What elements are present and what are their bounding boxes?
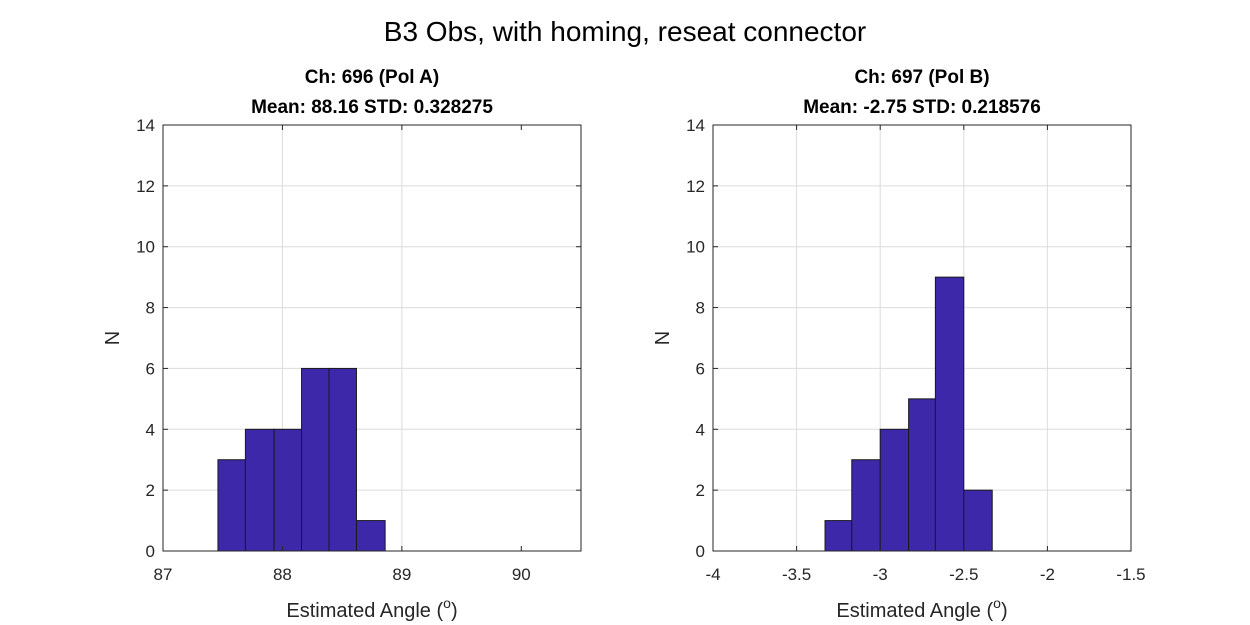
x-tick-label: 87	[154, 565, 173, 584]
y-axis-label: N	[102, 331, 124, 345]
degree-superscript: o	[443, 595, 451, 611]
x-axis-label: Estimated Angle (o)	[836, 595, 1007, 622]
x-axis-label-close: )	[451, 600, 458, 622]
x-tick-label: -4	[705, 565, 720, 584]
histogram-bar	[824, 520, 853, 552]
histogram-bar	[217, 459, 246, 552]
y-tick-label: 6	[146, 359, 155, 378]
histogram-bar	[301, 367, 330, 552]
x-axis-label-text: Estimated Angle (	[286, 600, 443, 622]
y-tick-label: 14	[686, 116, 705, 135]
y-tick-label: 10	[686, 238, 705, 257]
histogram-bar	[851, 459, 881, 552]
x-axis-label-text: Estimated Angle (	[836, 600, 993, 622]
y-tick-label: 10	[136, 238, 155, 257]
histogram-pol-b: -4 -3.5 -3 -2.5 -2 -1.5 0 2 4 6 8 10 12 14 Ch: 697 (Po…	[652, 67, 1146, 622]
figure-title: B3 Obs, with homing, reseat connector	[384, 16, 866, 47]
x-tick-label: -3	[873, 565, 888, 584]
histogram-bar	[328, 367, 357, 552]
y-tick-label: 6	[696, 359, 705, 378]
y-axis-label: N	[652, 331, 674, 345]
subplot-title-stats: Mean: -2.75 STD: 0.218576	[803, 97, 1041, 118]
y-tick-label: 0	[696, 542, 705, 561]
y-tick-label: 2	[696, 481, 705, 500]
x-tick-label: 90	[512, 565, 531, 584]
x-axis-label-close: )	[1001, 600, 1008, 622]
x-tick-label: -3.5	[782, 565, 811, 584]
histogram-bar	[879, 428, 910, 552]
y-tick-label: 8	[146, 299, 155, 318]
y-tick-label: 12	[136, 177, 155, 196]
histogram-bar	[963, 489, 993, 552]
y-tick-label: 8	[696, 299, 705, 318]
histogram-bar	[273, 428, 303, 552]
x-tick-label: -2	[1040, 565, 1055, 584]
y-tick-label: 0	[146, 542, 155, 561]
x-tick-label: 89	[392, 565, 411, 584]
y-tick-label: 14	[136, 116, 155, 135]
y-tick-label: 4	[696, 420, 705, 439]
subplot-title-channel: Ch: 696 (Pol A)	[305, 67, 439, 88]
subplot-title-stats: Mean: 88.16 STD: 0.328275	[251, 97, 493, 118]
axes-box	[712, 124, 1132, 552]
y-tick-label: 4	[146, 420, 155, 439]
degree-superscript: o	[993, 595, 1001, 611]
x-axis-label: Estimated Angle (o)	[286, 595, 457, 622]
subplot-title-channel: Ch: 697 (Pol B)	[854, 67, 989, 88]
histogram-bar	[934, 276, 965, 552]
histogram-bar	[355, 520, 386, 552]
x-tick-label: 88	[273, 565, 292, 584]
x-tick-label: -1.5	[1116, 565, 1145, 584]
histogram-bar	[908, 398, 936, 552]
x-tick-label: -2.5	[949, 565, 978, 584]
y-tick-label: 12	[686, 177, 705, 196]
y-tick-label: 2	[146, 481, 155, 500]
histogram-pol-a: 87 88 89 90 0 2 4 6 8 10 12 14 Ch: 696 (Pol A) Mean: …	[102, 67, 582, 622]
axes-box	[162, 124, 582, 552]
histogram-bar	[244, 428, 275, 552]
